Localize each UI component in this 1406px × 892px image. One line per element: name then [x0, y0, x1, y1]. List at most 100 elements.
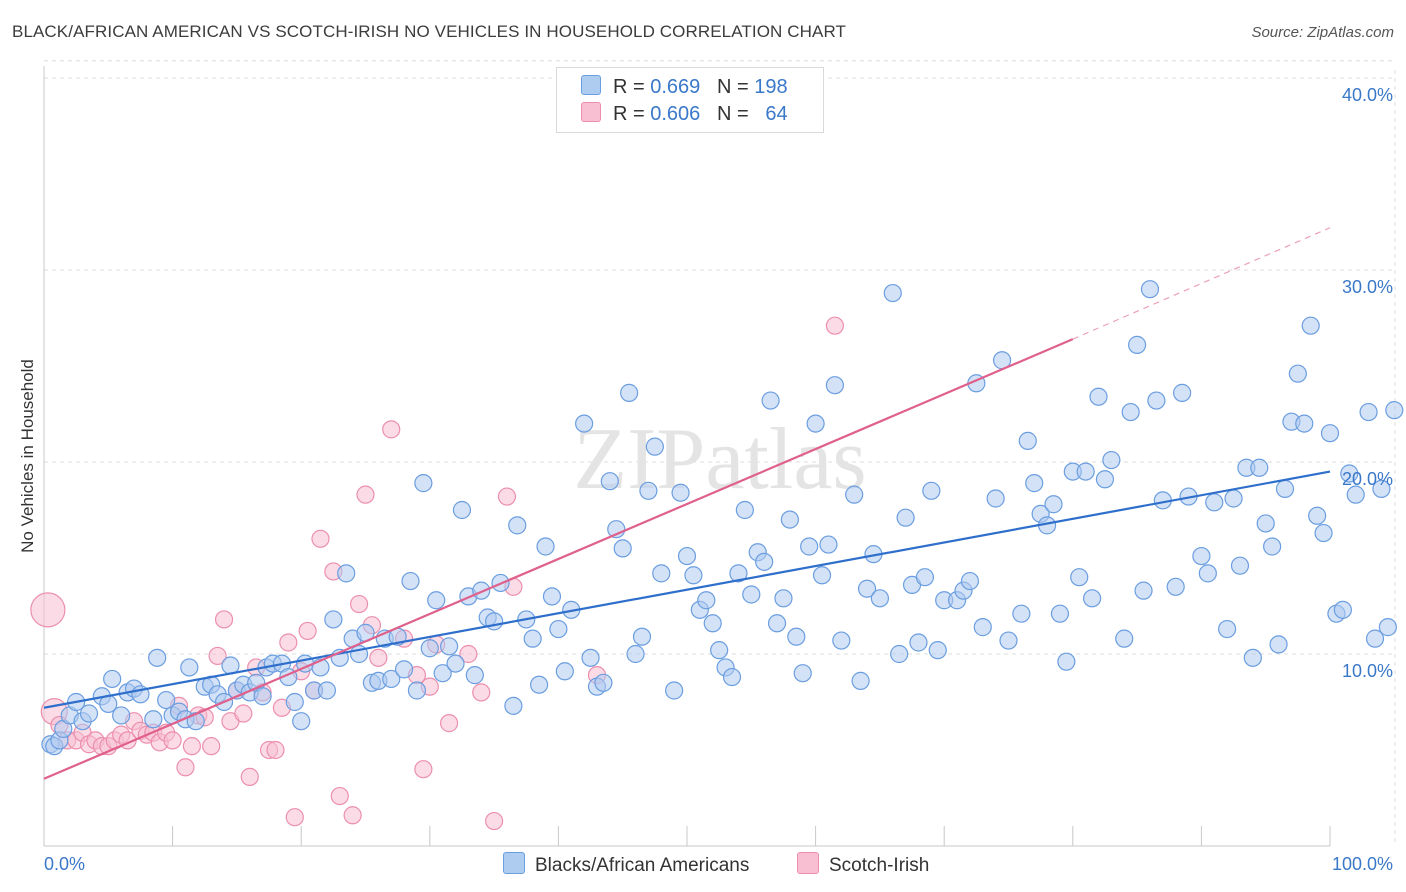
point-blacks — [703, 614, 722, 633]
point-blacks — [800, 537, 819, 556]
point-scotch-irish — [497, 487, 517, 506]
point-blacks — [671, 483, 690, 502]
pink-swatch — [581, 102, 601, 122]
n-label: N = — [716, 103, 755, 125]
point-blacks — [452, 500, 472, 520]
legend-row-scotch-irish: R = 0.606 N = 64 — [581, 102, 788, 128]
point-scotch-irish — [298, 621, 317, 641]
point-blacks — [677, 546, 697, 566]
point-blacks — [999, 631, 1018, 650]
legend-row-blacks: R = 0.669 N = 198 — [581, 75, 788, 101]
point-blacks — [761, 391, 780, 410]
point-blacks — [787, 627, 806, 646]
series-blacks — [41, 280, 1404, 756]
point-blacks — [722, 667, 742, 687]
point-blacks — [337, 564, 356, 583]
point-blacks — [1224, 489, 1243, 508]
point-blacks — [1018, 431, 1037, 450]
point-scotch-irish — [285, 808, 304, 827]
point-blacks — [767, 614, 787, 633]
point-scotch-irish — [349, 594, 369, 614]
r-value-scotch-irish: 0.606 — [650, 103, 701, 125]
point-scotch-irish — [208, 646, 227, 666]
point-scotch-irish — [472, 683, 491, 702]
point-scotch-irish — [234, 704, 253, 723]
point-scotch-irish — [330, 786, 349, 806]
point-scotch-irish — [202, 737, 221, 756]
point-blacks — [530, 675, 549, 694]
point-scotch-irish — [311, 529, 330, 548]
point-blacks — [253, 687, 272, 706]
point-blacks — [665, 681, 684, 700]
point-blacks — [446, 654, 465, 673]
point-blacks — [883, 283, 902, 303]
point-blacks — [1102, 450, 1121, 470]
source-label[interactable]: Source: ZipAtlas.com — [1251, 24, 1394, 41]
point-scotch-irish — [163, 731, 182, 750]
point-blacks — [1173, 383, 1192, 402]
point-blacks — [909, 633, 928, 652]
y-tick-label: 30.0% — [1342, 277, 1393, 297]
point-blacks — [1147, 391, 1166, 410]
point-blacks — [1263, 537, 1282, 556]
point-blacks — [652, 564, 671, 583]
point-scotch-irish — [382, 420, 401, 439]
point-blacks — [148, 648, 167, 667]
point-blacks — [472, 581, 491, 600]
point-blacks — [1044, 495, 1063, 514]
point-blacks — [1320, 424, 1340, 443]
point-blacks — [508, 516, 527, 535]
point-blacks — [832, 631, 851, 650]
point-blacks — [1288, 364, 1307, 383]
point-blacks — [1192, 546, 1211, 566]
point-blacks — [1295, 414, 1314, 433]
point-blacks — [742, 585, 761, 604]
x-tick-label-min: 0.0% — [44, 854, 85, 874]
trend-line-scotch-irish-extrapolated — [1072, 227, 1331, 340]
point-blacks — [1378, 618, 1397, 637]
point-blacks — [414, 474, 433, 493]
point-blacks — [285, 692, 304, 712]
point-blacks — [157, 690, 176, 710]
point-blacks — [806, 414, 825, 433]
point-blacks — [1121, 402, 1140, 422]
legend-item-blacks[interactable]: Blacks/African Americans — [503, 852, 749, 877]
point-blacks — [632, 627, 652, 646]
y-tick-labels: 10.0% 20.0% 30.0% 40.0% — [1342, 85, 1393, 681]
blue-swatch — [581, 75, 601, 95]
x-tick-labels: 0.0% 100.0% — [44, 854, 1393, 874]
legend-item-scotch-irish[interactable]: Scotch-Irish — [797, 852, 929, 877]
point-blacks — [439, 637, 459, 656]
n-value-blacks: 198 — [754, 76, 788, 98]
point-blacks — [755, 552, 774, 571]
trend-line-scotch-irish — [43, 338, 1074, 780]
point-blacks — [793, 664, 812, 683]
point-blacks — [103, 669, 122, 689]
point-blacks — [626, 644, 645, 664]
legend-label-scotch-irish: Scotch-Irish — [829, 855, 930, 876]
r-label: R = — [613, 76, 651, 98]
point-blacks — [1070, 568, 1089, 587]
point-blacks — [504, 696, 523, 715]
point-blacks — [536, 537, 555, 556]
point-scotch-irish — [343, 806, 362, 825]
point-blacks — [1308, 506, 1327, 525]
point-blacks — [1346, 485, 1365, 504]
point-blacks — [1256, 514, 1275, 533]
point-blacks — [1243, 648, 1262, 667]
point-scotch-irish — [414, 760, 433, 779]
point-blacks — [581, 648, 600, 667]
y-tick-label: 20.0% — [1342, 469, 1393, 489]
point-blacks — [915, 568, 935, 587]
point-blacks — [1275, 479, 1295, 498]
point-blacks — [420, 639, 439, 658]
point-blacks — [1166, 577, 1185, 596]
point-blacks — [1089, 387, 1108, 406]
point-blacks — [433, 664, 452, 683]
point-blacks — [1301, 316, 1320, 335]
point-blacks — [1359, 402, 1378, 422]
point-blacks — [774, 589, 793, 608]
point-blacks — [1057, 652, 1076, 671]
x-tick-label-max: 100.0% — [1332, 854, 1393, 874]
point-blacks — [986, 489, 1005, 508]
